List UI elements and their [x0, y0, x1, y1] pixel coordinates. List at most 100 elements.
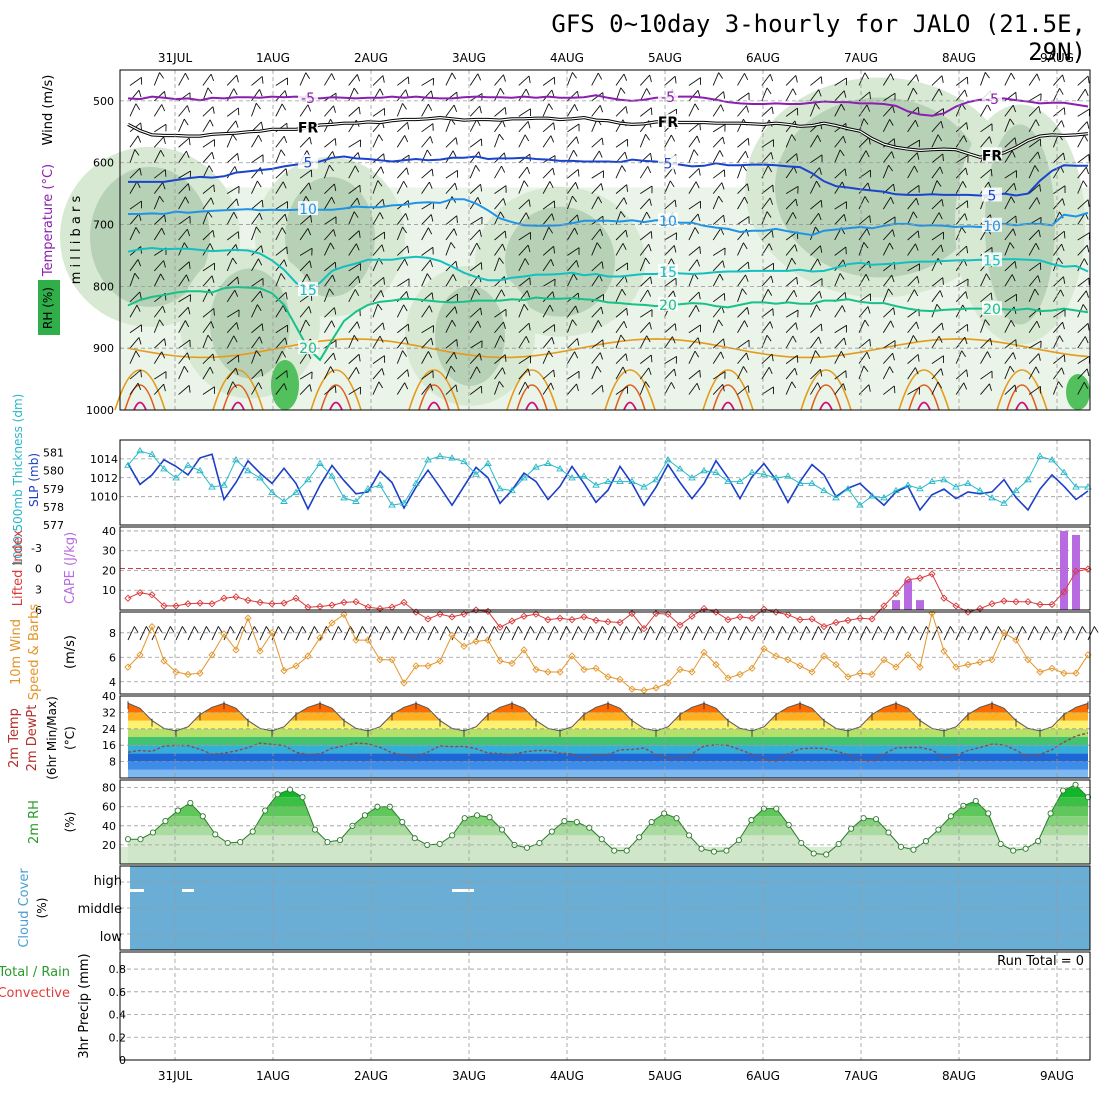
barb-staff: [615, 307, 628, 318]
barb-staff: [348, 106, 360, 117]
barb-flag: [236, 75, 239, 83]
barb-staff: [202, 73, 212, 86]
barb-staff: [129, 337, 140, 349]
barb-staff: [955, 245, 967, 256]
wind-barb: [809, 103, 820, 117]
wind-barb: [785, 107, 799, 117]
barb-flag: [361, 626, 367, 633]
wind-marker: [1048, 664, 1056, 672]
barb-flag: [381, 368, 385, 376]
x-tick-label-bottom: 4AUG: [550, 1069, 584, 1083]
barb-staff: [931, 277, 944, 287]
wind-marker: [328, 619, 336, 627]
barb-flag: [781, 626, 787, 633]
barb-staff: [129, 149, 136, 163]
wind-barb: [882, 307, 896, 318]
barb-flag: [235, 120, 239, 128]
wind-barb: [583, 626, 595, 641]
barb-flag: [769, 321, 774, 329]
barb-staff: [542, 278, 556, 287]
thickness-marker: [256, 474, 264, 481]
wind-barb: [445, 215, 458, 225]
barb-staff: [1028, 151, 1039, 164]
barb-flag: [287, 325, 288, 333]
barb-flag: [773, 263, 774, 271]
y-tick-label: 80: [102, 782, 116, 795]
wind-barb: [615, 334, 626, 349]
barb-flag: [259, 212, 263, 220]
thickness-marker: [568, 474, 576, 481]
wind-barb: [799, 626, 811, 641]
wind-barb: [129, 337, 142, 349]
wind-barb: [421, 123, 434, 133]
barb-flag: [766, 87, 772, 95]
barb-staff: [494, 133, 500, 148]
barb-staff: [980, 123, 993, 133]
thickness-marker: [724, 477, 732, 485]
barb-flag: [624, 151, 628, 160]
barb-staff: [178, 385, 190, 395]
wind-barb: [518, 231, 531, 241]
y-tick-label-right: 1012: [90, 472, 118, 485]
barb-flag: [625, 353, 628, 361]
barb-flag: [938, 88, 943, 96]
barb-flag: [233, 211, 238, 219]
rh-marker: [823, 851, 830, 858]
li-marker: [580, 613, 588, 621]
li-marker: [232, 593, 240, 601]
thickness-marker: [1072, 483, 1080, 490]
barb-flag: [432, 78, 435, 86]
isotherm-35: [427, 401, 441, 411]
rh-marker: [436, 840, 443, 848]
wind-barb: [275, 246, 288, 256]
barb-flag: [820, 245, 823, 253]
barb-flag: [915, 367, 919, 375]
barb-staff: [372, 153, 385, 164]
wind-barb: [178, 339, 191, 349]
barb-flag: [745, 151, 749, 159]
barb-staff: [202, 386, 215, 395]
wind-barb: [712, 247, 726, 256]
y-axis-label-temp2m: 2m Temp: [7, 708, 22, 768]
barb-staff: [591, 105, 601, 117]
wind-barb: [1004, 339, 1017, 349]
li-marker: [412, 608, 420, 616]
wind-barb: [858, 196, 870, 210]
wind-barb: [153, 338, 167, 349]
wind-barb: [372, 134, 384, 148]
wind-barb: [469, 366, 481, 380]
barb-staff: [251, 154, 264, 164]
barb-flag: [1069, 626, 1075, 633]
wind-barb: [1077, 153, 1090, 164]
barb-staff: [153, 91, 165, 102]
barb-flag: [1009, 626, 1015, 633]
barb-staff: [615, 366, 624, 380]
wind-barb: [639, 257, 650, 272]
thickness-marker: [652, 475, 660, 483]
barb-staff: [907, 626, 915, 641]
rh-marker: [623, 847, 630, 854]
barb-staff: [129, 135, 139, 148]
wind-barb: [518, 355, 531, 365]
barb-staff: [785, 88, 794, 102]
barb-staff: [882, 288, 889, 302]
barb-flag: [331, 73, 336, 81]
wind-barb: [810, 245, 823, 256]
barb-staff: [445, 365, 452, 380]
barb-staff: [1052, 381, 1059, 395]
wind-barb: [1004, 182, 1017, 194]
wind-barb: [494, 211, 505, 225]
wind-barb: [178, 385, 191, 395]
wind-barb: [511, 626, 523, 641]
barb-flag: [325, 626, 331, 633]
li-marker: [676, 621, 684, 629]
barb-flag: [868, 384, 871, 392]
barb-staff: [737, 183, 748, 194]
wind-barb: [643, 626, 655, 641]
barb-staff: [299, 306, 310, 318]
barb-staff: [907, 275, 918, 287]
barb-flag: [1058, 257, 1063, 264]
barb-staff: [882, 274, 893, 287]
barb-staff: [761, 152, 772, 164]
barb-staff: [518, 322, 530, 334]
